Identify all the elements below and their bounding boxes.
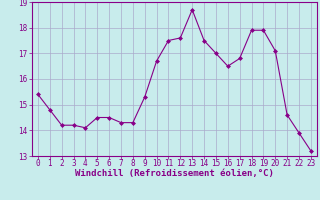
X-axis label: Windchill (Refroidissement éolien,°C): Windchill (Refroidissement éolien,°C) [75, 169, 274, 178]
